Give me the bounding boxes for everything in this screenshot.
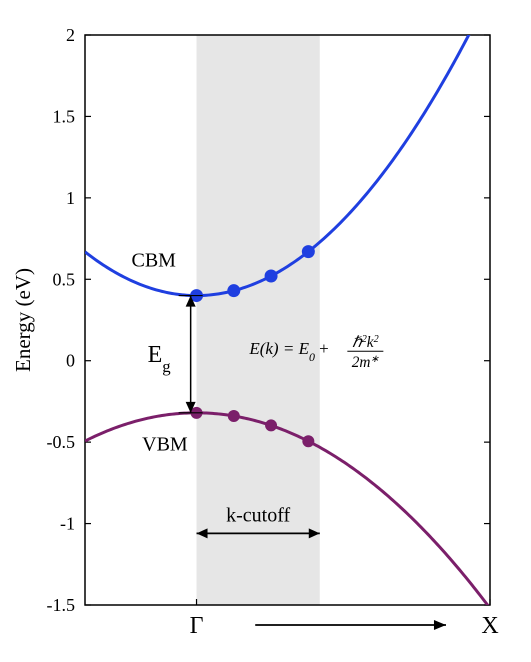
bandstructure-chart: -1.5-1-0.500.511.52Energy (eV)ΓXCBMVBMEg… [0, 0, 531, 662]
vbm-label: VBM [142, 433, 188, 455]
y-tick-label: -0.5 [47, 432, 76, 452]
y-tick-label: 2 [66, 25, 75, 45]
y-tick-label: 1.5 [53, 106, 76, 126]
x-label-x: X [481, 613, 498, 639]
cbm-marker [227, 284, 240, 297]
x-label-gamma: Γ [190, 613, 204, 639]
cbm-label: CBM [132, 249, 177, 271]
y-tick-label: 0.5 [53, 269, 76, 289]
y-tick-label: -1.5 [47, 595, 76, 615]
y-tick-label: 1 [66, 188, 75, 208]
vbm-marker [265, 419, 277, 431]
cbm-marker [302, 245, 315, 258]
vbm-marker [302, 435, 314, 447]
k-cutoff-label: k-cutoff [226, 504, 290, 526]
y-tick-label: -1 [60, 514, 75, 534]
y-tick-label: 0 [66, 351, 75, 371]
vbm-marker [228, 410, 240, 422]
cbm-marker [265, 270, 278, 283]
y-axis-label: Energy (eV) [11, 268, 35, 372]
chart-svg: -1.5-1-0.500.511.52Energy (eV)ΓXCBMVBMEg… [0, 0, 531, 662]
